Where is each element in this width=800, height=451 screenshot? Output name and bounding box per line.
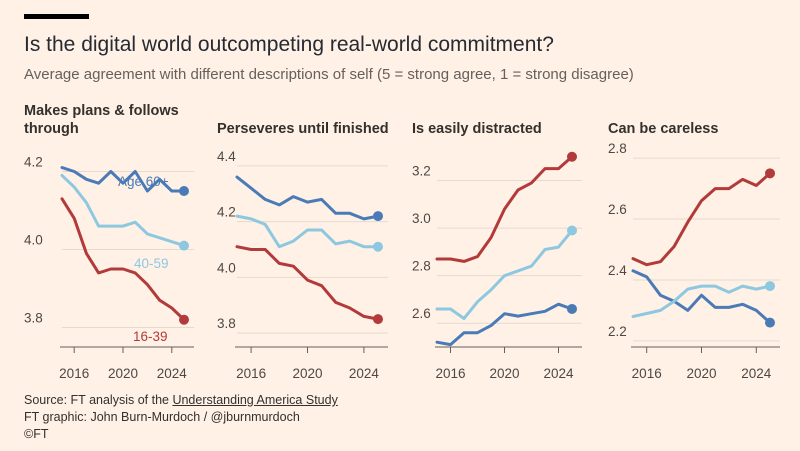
- series-end-dot-age_40_59: [567, 225, 577, 235]
- y-tick-label: 3.8: [24, 311, 43, 326]
- x-tick-label: 2020: [686, 366, 716, 381]
- panel-title: through: [24, 121, 79, 137]
- series-line-age_16_39: [437, 157, 572, 262]
- y-tick-label: 2.4: [608, 263, 627, 278]
- small-multiples-chart: Makes plans & follows through 3.8 4.0 4.2 201…: [0, 0, 800, 451]
- series-label-age_40_59: 40-59: [134, 256, 169, 271]
- series-end-dot-age_40_59: [765, 281, 775, 291]
- source-prefix: Source: FT analysis of the: [24, 393, 172, 407]
- x-tick-label: 2024: [157, 366, 188, 381]
- x-tick-label: 2016: [59, 366, 89, 381]
- y-tick-label: 4.2: [217, 205, 236, 220]
- x-tick-label: 2016: [236, 366, 266, 381]
- series-line-age_60_plus: [437, 304, 572, 344]
- y-tick-label: 4.0: [217, 260, 236, 275]
- x-tick-label: 2024: [543, 366, 574, 381]
- x-tick-label: 2020: [292, 366, 322, 381]
- y-tick-label: 3.2: [412, 164, 431, 179]
- series-end-dot-age_40_59: [179, 241, 189, 251]
- x-tick-label: 2024: [741, 366, 772, 381]
- series-end-dot-age_40_59: [373, 242, 383, 252]
- copyright: ©FT: [24, 427, 48, 441]
- x-tick-label: 2016: [632, 366, 662, 381]
- source-link[interactable]: Understanding America Study: [172, 393, 337, 407]
- x-tick-label: 2020: [489, 366, 519, 381]
- panel-title: Makes plans & follows: [24, 103, 179, 119]
- series-end-dot-age_16_39: [567, 152, 577, 162]
- y-tick-label: 4.2: [24, 155, 43, 170]
- credit-line: FT graphic: John Burn-Murdoch / @jburnmu…: [24, 410, 300, 424]
- series-end-dot-age_16_39: [179, 315, 189, 325]
- series-line-age_40_59: [237, 216, 378, 247]
- series-label-age_16_39: 16-39: [133, 329, 168, 344]
- series-line-age_16_39: [237, 247, 378, 319]
- series-end-dot-age_60_plus: [567, 304, 577, 314]
- x-tick-label: 2024: [349, 366, 380, 381]
- series-end-dot-age_60_plus: [179, 186, 189, 196]
- y-tick-label: 2.8: [412, 259, 431, 274]
- series-line-age_40_59: [437, 231, 572, 319]
- y-tick-label: 3.8: [217, 316, 236, 331]
- panel-title: Is easily distracted: [412, 121, 542, 137]
- series-label-age_60_plus: Age 60+: [118, 174, 169, 189]
- panel-title: Perseveres until finished: [217, 121, 389, 137]
- y-tick-label: 2.6: [412, 306, 431, 321]
- y-tick-label: 4.0: [24, 233, 43, 248]
- series-end-dot-age_60_plus: [765, 318, 775, 328]
- y-tick-label: 3.0: [412, 211, 431, 226]
- y-tick-label: 2.8: [608, 141, 627, 156]
- y-tick-label: 2.2: [608, 324, 627, 339]
- series-end-dot-age_16_39: [765, 168, 775, 178]
- series-end-dot-age_60_plus: [373, 211, 383, 221]
- x-tick-label: 2016: [435, 366, 465, 381]
- series-line-age_40_59: [633, 286, 770, 316]
- x-tick-label: 2020: [108, 366, 138, 381]
- series-line-age_60_plus: [237, 177, 378, 219]
- series-end-dot-age_16_39: [373, 314, 383, 324]
- y-tick-label: 2.6: [608, 202, 627, 217]
- series-line-age_60_plus: [633, 271, 770, 323]
- y-tick-label: 4.4: [217, 149, 236, 164]
- panel-title: Can be careless: [608, 121, 718, 137]
- source-line: Source: FT analysis of the Understanding…: [24, 393, 338, 407]
